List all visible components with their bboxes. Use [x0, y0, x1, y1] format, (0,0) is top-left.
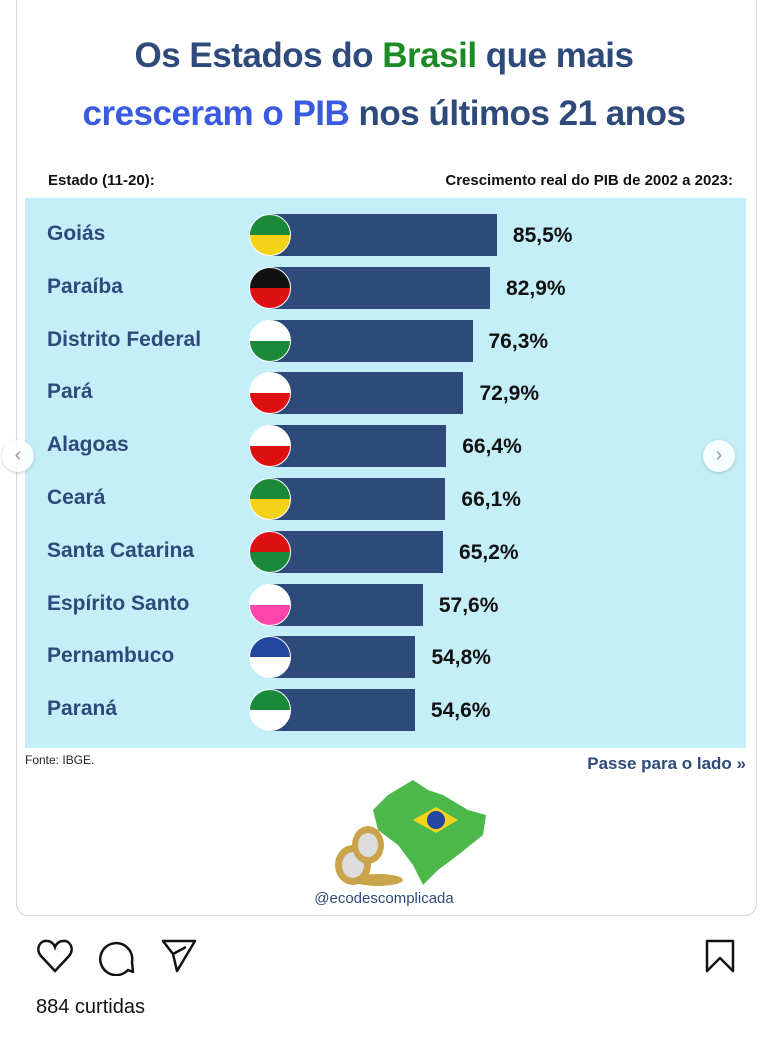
chart-row: Paraná 54,6%	[25, 687, 746, 732]
chart-row: Alagoas 66,4%	[25, 423, 746, 468]
state-label: Goiás	[47, 222, 106, 245]
account-handle: @ecodescomplicada	[314, 890, 454, 907]
brazil-map-coins-logo	[335, 780, 486, 886]
state-flag-icon	[249, 319, 291, 362]
state-label: Santa Catarina	[47, 538, 195, 562]
state-label: Distrito Federal	[47, 327, 202, 351]
value-label: 76,3%	[488, 329, 549, 353]
bar	[270, 583, 423, 626]
bar	[270, 372, 464, 415]
state-flag-icon	[249, 636, 291, 679]
bar	[270, 636, 416, 679]
state-label: Pernambuco	[47, 644, 175, 668]
bar	[270, 214, 497, 256]
title-line-2: cresceram o PIB nos últimos 21 anos	[0, 94, 768, 134]
title-line-1: Os Estados do Brasil que mais	[0, 36, 768, 76]
state-flag-icon	[249, 530, 291, 573]
title-text: nos últimos 21 anos	[349, 94, 686, 133]
value-label: 54,6%	[430, 699, 491, 723]
bar	[270, 425, 447, 468]
state-flag-icon	[249, 372, 291, 415]
bar	[270, 319, 473, 362]
title-text: Os Estados do	[134, 36, 383, 75]
value-label: 85,5%	[512, 224, 573, 247]
state-flag-icon	[249, 425, 291, 468]
state-flag-icon	[249, 214, 291, 256]
value-label: 72,9%	[479, 382, 540, 406]
value-label: 54,8%	[431, 646, 491, 670]
value-label: 82,9%	[506, 276, 566, 300]
chart-row: Pernambuco 54,8%	[25, 634, 746, 679]
bar-chart: Goiás 85,5% Paraíba 82,9% Distrito Federal…	[25, 198, 746, 748]
swipe-hint: Passe para o lado »	[587, 754, 746, 773]
source-note: Fonte: IBGE.	[25, 753, 95, 767]
state-label: Ceará	[47, 486, 106, 509]
column-header-state: Estado (11-20):	[48, 172, 155, 189]
value-label: 65,2%	[459, 540, 519, 564]
bar	[270, 530, 444, 573]
chart-row: Ceará 66,1%	[25, 476, 746, 520]
state-flag-icon	[249, 266, 291, 309]
chart-row: Santa Catarina 65,2%	[25, 529, 746, 573]
comment-icon[interactable]	[98, 938, 136, 976]
previous-slide-button[interactable]: ‹	[2, 440, 34, 472]
state-label: Pará	[47, 380, 93, 404]
share-send-icon[interactable]	[160, 938, 198, 974]
state-flag-icon	[249, 689, 291, 732]
like-heart-icon[interactable]	[36, 938, 74, 974]
state-label: Paraná	[47, 697, 118, 721]
value-label: 57,6%	[438, 593, 499, 617]
bar	[270, 689, 415, 732]
chart-row: Espírito Santo 57,6%	[25, 582, 746, 626]
state-flag-icon	[249, 478, 291, 520]
value-label: 66,1%	[461, 488, 521, 511]
column-header-growth: Crescimento real do PIB de 2002 a 2023:	[445, 172, 733, 189]
state-label: Espírito Santo	[47, 591, 190, 615]
chart-row: Pará 72,9%	[25, 370, 746, 415]
state-label: Paraíba	[47, 274, 123, 298]
bar	[270, 266, 491, 309]
save-bookmark-icon[interactable]	[704, 938, 736, 974]
title-text: cresceram o PIB	[82, 94, 350, 133]
likes-count[interactable]: 884 curtidas	[36, 996, 145, 1018]
value-label: 66,4%	[462, 435, 522, 459]
next-slide-button[interactable]: ›	[703, 440, 735, 472]
state-flag-icon	[249, 583, 291, 626]
bar	[270, 478, 446, 520]
state-label: Alagoas	[47, 433, 129, 457]
chart-row: Distrito Federal 76,3%	[25, 318, 746, 362]
title-text: Brasil	[382, 36, 477, 75]
chart-row: Paraíba 82,9%	[25, 265, 746, 309]
chart-row: Goiás 85,5%	[25, 212, 746, 256]
title-text: que mais	[476, 36, 634, 75]
